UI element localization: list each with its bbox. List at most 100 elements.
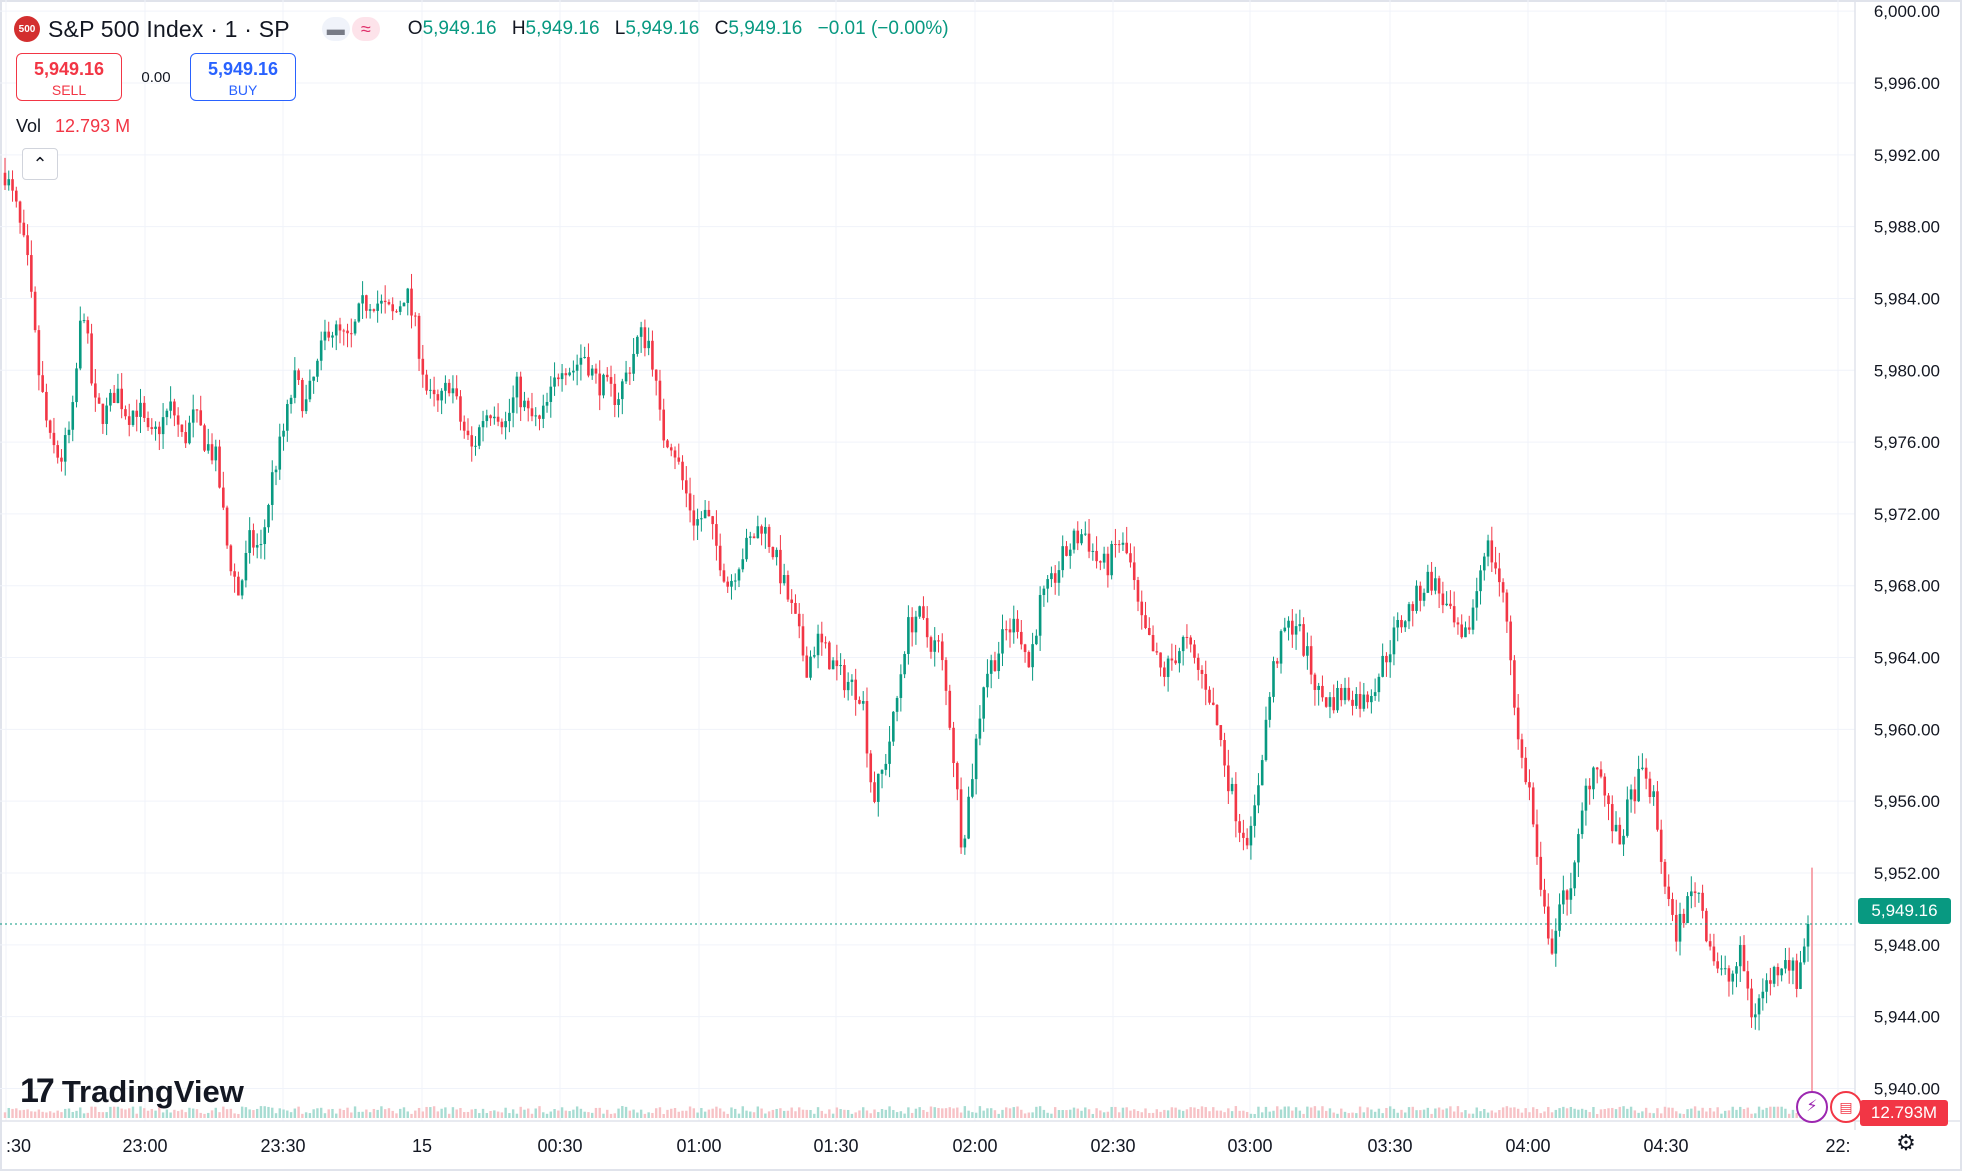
candle-body xyxy=(549,386,553,402)
volume-bar xyxy=(1532,1107,1535,1118)
candle-body xyxy=(1562,890,1565,905)
volume-bar xyxy=(414,1110,417,1118)
candle-body xyxy=(78,320,82,369)
volume-bar xyxy=(997,1113,1000,1118)
candle-body xyxy=(1035,635,1038,645)
volume-bar xyxy=(1287,1106,1290,1118)
volume-bar xyxy=(1637,1112,1640,1118)
volume-bar xyxy=(1178,1109,1181,1118)
volume-bar xyxy=(1253,1113,1256,1118)
volume-bar xyxy=(662,1113,665,1118)
volume-bar xyxy=(1174,1107,1177,1118)
candle-body xyxy=(406,288,410,303)
candle-body xyxy=(1343,687,1347,701)
candles[interactable] xyxy=(3,157,1813,1118)
buy-price: 5,949.16 xyxy=(207,59,279,79)
candle-body xyxy=(297,370,300,380)
volume-bar xyxy=(350,1112,353,1118)
volume-bar xyxy=(1750,1113,1753,1118)
candle-body xyxy=(598,373,602,396)
collapse-chevron-icon[interactable]: ⌃ xyxy=(22,148,58,180)
volume-bar xyxy=(651,1112,654,1118)
volume-bar xyxy=(79,1107,82,1118)
candle-body xyxy=(1023,644,1027,653)
candle-body xyxy=(1708,941,1712,947)
candle-body xyxy=(1531,787,1535,825)
candle-body xyxy=(515,376,519,398)
volume-bar xyxy=(1061,1110,1064,1118)
symbol-title[interactable]: S&P 500 Index · 1 · SP xyxy=(48,15,290,42)
candle-body xyxy=(1012,618,1016,633)
volume-label[interactable]: Vol xyxy=(16,116,42,136)
buy-button[interactable]: 5,949.16 BUY xyxy=(190,53,296,101)
candle-body xyxy=(1392,627,1396,655)
candle-body xyxy=(342,330,346,332)
minus-icon[interactable]: ▬ xyxy=(321,17,350,41)
volume-bar xyxy=(240,1106,244,1118)
chart-style-toggle[interactable]: ▬ ≈ xyxy=(321,17,380,41)
volume-bar xyxy=(459,1107,462,1118)
volume-bar xyxy=(259,1106,263,1118)
us-flag-icon[interactable]: ▤ xyxy=(1830,1091,1862,1123)
volume-bar xyxy=(1539,1113,1542,1118)
volume-bar xyxy=(745,1110,748,1118)
volume-bar xyxy=(1708,1107,1712,1118)
candle-body xyxy=(1136,580,1140,602)
volume-bar xyxy=(1464,1110,1467,1118)
lightning-icon[interactable]: ⚡ xyxy=(1796,1091,1828,1123)
candle-body xyxy=(858,699,861,704)
candle-body xyxy=(105,405,108,424)
candle-body xyxy=(511,397,515,413)
candle-body xyxy=(959,789,963,848)
volume-bar xyxy=(782,1110,786,1118)
candle-body xyxy=(1705,910,1708,942)
volume-bar xyxy=(150,1109,153,1118)
volume-bar xyxy=(734,1108,737,1118)
candle-body xyxy=(195,409,199,411)
candle-body xyxy=(1806,923,1810,947)
volume-bar xyxy=(1471,1113,1475,1118)
candle-body xyxy=(1716,961,1719,969)
volume-bar xyxy=(1573,1108,1576,1118)
candle-body xyxy=(372,309,376,311)
tradingview-logo[interactable]: 17 TradingView xyxy=(20,1072,244,1111)
settings-icon[interactable]: ⚙ xyxy=(1896,1130,1916,1155)
volume-bar xyxy=(1148,1112,1151,1118)
volume-bar xyxy=(542,1112,545,1118)
candle-body xyxy=(579,357,583,365)
symbol-logo-icon[interactable]: 500 xyxy=(14,16,40,42)
candle-body xyxy=(173,401,176,416)
volume-bar xyxy=(527,1108,530,1118)
volume-bar xyxy=(1543,1111,1546,1118)
volume-bar xyxy=(1671,1107,1674,1118)
candle-body xyxy=(707,509,711,517)
volume-bar xyxy=(737,1113,741,1118)
candle-body xyxy=(1467,627,1471,630)
volume-bar xyxy=(538,1106,541,1118)
candle-body xyxy=(1659,829,1663,862)
volume-bar xyxy=(1181,1110,1185,1118)
volume-bar xyxy=(1001,1109,1004,1118)
volume-bar xyxy=(105,1112,108,1118)
volume-bar xyxy=(1166,1110,1170,1118)
candle-body xyxy=(1166,658,1170,677)
volume-bar xyxy=(417,1107,421,1118)
volume-bar xyxy=(1415,1110,1418,1118)
volume-bar xyxy=(1520,1112,1524,1118)
candle-body xyxy=(349,333,353,335)
volume-bar xyxy=(1366,1107,1369,1118)
volume-bar xyxy=(1644,1107,1648,1118)
candle-body xyxy=(718,545,722,571)
volume-bar xyxy=(1437,1107,1441,1118)
volume-bar xyxy=(843,1109,846,1118)
candle-body xyxy=(681,461,684,481)
candle-body xyxy=(1272,661,1275,697)
sell-button[interactable]: 5,949.16 SELL xyxy=(16,53,122,101)
volume-bar xyxy=(1599,1109,1603,1118)
candle-body xyxy=(1456,622,1460,625)
approx-icon[interactable]: ≈ xyxy=(351,17,380,41)
volume-bar xyxy=(1731,1106,1734,1118)
candle-body xyxy=(1501,582,1505,593)
candle-body xyxy=(1799,962,1802,989)
candle-body xyxy=(1735,966,1738,974)
